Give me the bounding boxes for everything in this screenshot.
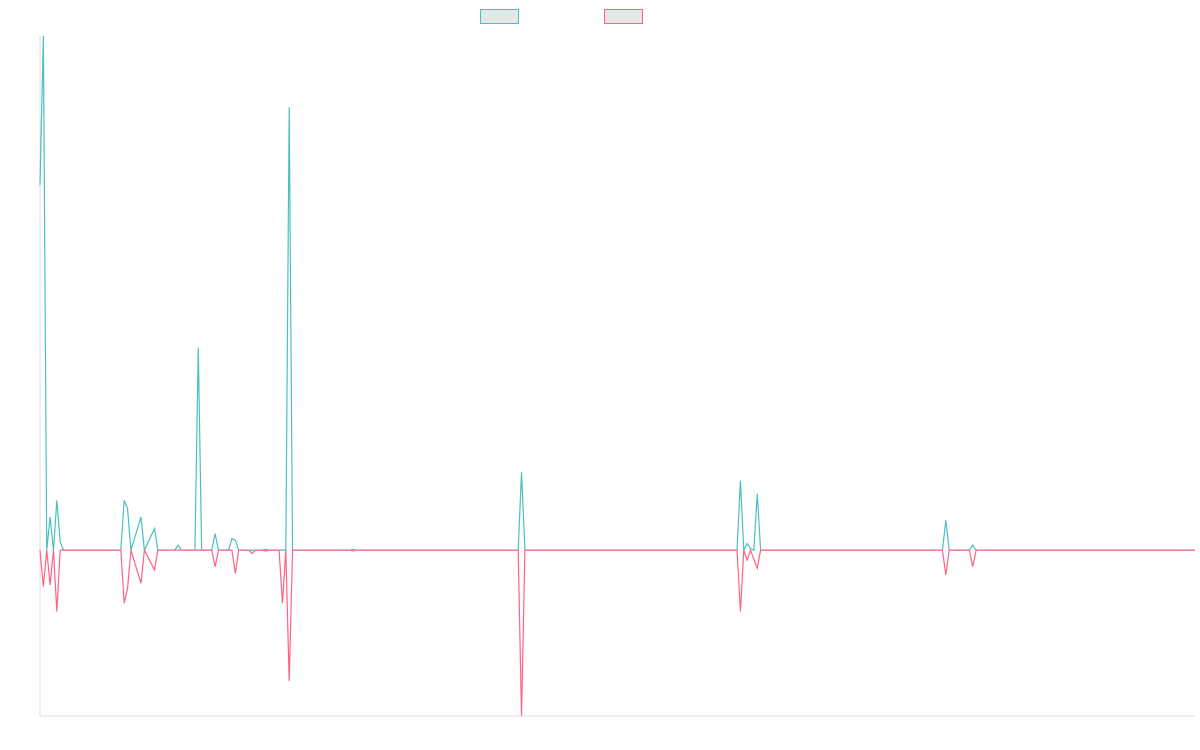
series-line-1 [39, 35, 1195, 553]
legend [0, 9, 1200, 27]
legend-item-series-1[interactable] [480, 9, 519, 24]
series-line-2 [39, 548, 1195, 717]
legend-swatch-series-2 [604, 9, 643, 24]
legend-swatch-series-1 [480, 9, 519, 24]
legend-item-series-2[interactable] [604, 9, 643, 24]
